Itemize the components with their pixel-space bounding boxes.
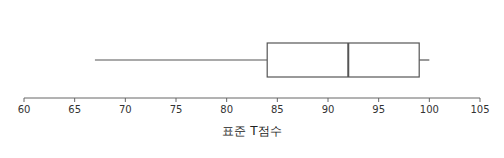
tick-label: 80 xyxy=(220,104,233,115)
tick-mark xyxy=(176,98,177,102)
tick-label: 85 xyxy=(271,104,284,115)
whisker-high xyxy=(419,59,429,60)
tick-mark xyxy=(74,98,75,102)
tick-mark xyxy=(277,98,278,102)
tick-label: 95 xyxy=(372,104,385,115)
tick-mark xyxy=(125,98,126,102)
chart: 60 65 70 75 80 85 90 95 100 105 표준 T점수 xyxy=(0,0,504,158)
tick-mark xyxy=(378,98,379,102)
tick-mark xyxy=(328,98,329,102)
axis-line xyxy=(24,98,480,99)
tick-mark xyxy=(226,98,227,102)
whisker-low xyxy=(95,59,267,60)
box xyxy=(267,43,419,77)
tick-label: 100 xyxy=(420,104,439,115)
tick-label: 70 xyxy=(119,104,132,115)
tick-label: 90 xyxy=(322,104,335,115)
tick-label: 75 xyxy=(170,104,183,115)
chart-container: 60 65 70 75 80 85 90 95 100 105 표준 T점수 xyxy=(0,0,504,158)
x-axis-label: 표준 T점수 xyxy=(222,124,281,138)
tick-mark xyxy=(24,98,25,102)
tick-label: 105 xyxy=(470,104,489,115)
median xyxy=(347,43,349,77)
box-plot xyxy=(95,43,429,77)
tick-mark xyxy=(429,98,430,102)
x-axis: 60 65 70 75 80 85 90 95 100 105 xyxy=(18,98,490,115)
tick-label: 60 xyxy=(18,104,31,115)
tick-mark xyxy=(480,98,481,102)
tick-label: 65 xyxy=(68,104,81,115)
